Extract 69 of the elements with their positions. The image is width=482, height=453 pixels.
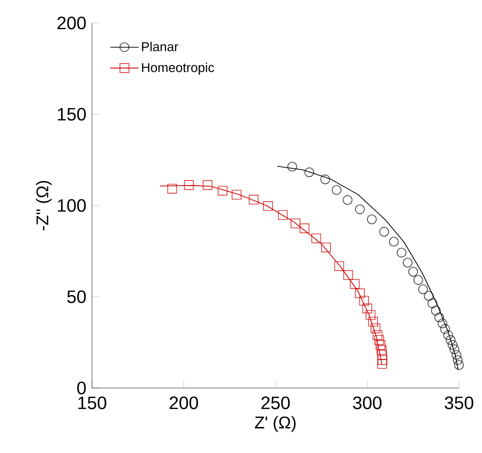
point <box>332 185 342 195</box>
point <box>300 223 310 234</box>
point <box>454 360 464 370</box>
point <box>443 330 454 340</box>
point <box>218 186 228 196</box>
x-tick-label: 300 <box>352 396 382 410</box>
point <box>374 335 384 345</box>
point <box>304 167 314 178</box>
point <box>232 190 242 200</box>
point <box>438 318 448 328</box>
y-tick-label: 0 <box>77 382 86 394</box>
point <box>452 350 462 360</box>
point <box>321 242 331 252</box>
point <box>287 162 298 172</box>
point <box>418 284 428 294</box>
point <box>370 323 380 334</box>
point <box>376 345 386 355</box>
x-tick-label: 200 <box>170 396 198 410</box>
point <box>248 194 259 205</box>
point <box>450 344 460 354</box>
point <box>355 204 365 214</box>
point <box>446 335 456 345</box>
y-tick-label: 100 <box>58 199 86 212</box>
point <box>413 275 424 285</box>
x-tick-label: 250 <box>261 396 290 410</box>
y-tick-label: 50 <box>67 290 86 304</box>
point <box>184 180 194 190</box>
y-tick-label: 200 <box>57 16 86 30</box>
point <box>388 236 399 247</box>
point <box>366 310 376 320</box>
point <box>428 298 438 308</box>
point <box>311 233 322 244</box>
point <box>396 248 406 258</box>
point <box>167 184 178 194</box>
point <box>408 266 418 277</box>
point <box>434 312 444 322</box>
point <box>366 214 377 224</box>
x-tick-label: 350 <box>444 396 474 410</box>
point <box>378 355 388 365</box>
point <box>368 316 378 327</box>
legend-label: Homeotropic <box>142 62 214 75</box>
legend-label: Planar <box>142 42 178 52</box>
point <box>448 340 458 350</box>
point <box>431 306 441 316</box>
point <box>355 288 365 298</box>
point <box>377 350 387 360</box>
point <box>359 296 370 306</box>
point <box>377 359 387 369</box>
point <box>402 258 413 268</box>
point <box>263 201 273 211</box>
point <box>440 324 450 334</box>
point <box>290 218 300 228</box>
point <box>372 330 382 340</box>
point <box>334 261 344 271</box>
point <box>452 355 463 365</box>
point <box>362 304 372 314</box>
point <box>350 279 360 289</box>
y-tick-label: 150 <box>58 108 86 121</box>
point <box>278 210 288 220</box>
point <box>343 270 354 280</box>
point <box>424 291 434 301</box>
point <box>202 180 212 190</box>
x-axis-title: Z' (Ω) <box>254 416 296 432</box>
point <box>379 226 390 237</box>
point <box>376 340 386 350</box>
x-tick-label: 150 <box>78 396 106 410</box>
y-axis-title: -Z'' (Ω) <box>36 181 52 230</box>
point <box>342 195 352 205</box>
point <box>320 174 330 184</box>
